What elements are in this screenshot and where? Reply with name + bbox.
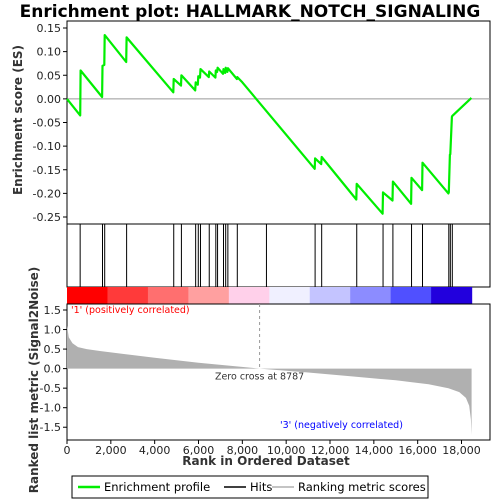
legend-box (71, 475, 429, 499)
metric-tick-label: 0.0 (44, 363, 62, 376)
color-bar-segment (107, 287, 149, 304)
legend: Enrichment profile Hits Ranking metric s… (71, 475, 429, 499)
es-axis-ticks: -0.25 -0.20 -0.15 -0.10 -0.05 0.00 0.05 0.10 0.1… (33, 22, 67, 224)
es-tick-label: 0.15 (37, 22, 62, 35)
hits-panel-frame (66, 223, 491, 288)
rank-tick-label: 6,000 (183, 444, 215, 457)
rank-tick-label: 10,000 (267, 444, 306, 457)
hits-panel (66, 223, 491, 288)
legend-label-enrichment-profile: Enrichment profile (104, 480, 210, 494)
metric-axis-ticks: -1.5 -1.0 -0.5 0.0 0.5 1.0 1.5 (40, 304, 67, 434)
color-bar-segment (350, 287, 392, 304)
rank-tick-label: 18,000 (442, 444, 481, 457)
legend-label-ranking-metric: Ranking metric scores (298, 480, 426, 494)
zero-cross-label: Zero cross at 8787 (215, 372, 304, 383)
legend-label-hits: Hits (250, 480, 272, 494)
rank-tick-label: 12,000 (311, 444, 350, 457)
metric-tick-label: 0.5 (44, 343, 62, 356)
rank-tick-label: 14,000 (355, 444, 394, 457)
metric-tick-label: -1.0 (40, 402, 61, 415)
enrichment-panel-frame (66, 20, 491, 225)
color-bar-segment (390, 287, 432, 304)
color-bar-segment (309, 287, 351, 304)
metric-tick-label: 1.0 (44, 324, 62, 337)
positive-correlation-label: '1' (positively correlated) (71, 305, 190, 316)
hit-markers (79, 224, 453, 287)
rank-tick-label: 4,000 (139, 444, 171, 457)
rank-tick-label: 8,000 (227, 444, 259, 457)
color-bar-segment (269, 287, 311, 304)
rank-color-bar (67, 287, 473, 304)
metric-tick-label: -1.5 (40, 421, 61, 434)
color-bar-segment (147, 287, 189, 304)
rank-axis-label: Rank in Ordered Dataset (182, 454, 350, 468)
enrichment-panel: -0.25 -0.20 -0.15 -0.10 -0.05 0.00 0.05 0.10 0.1… (11, 20, 491, 225)
ranked-metric-panel: -1.5 -1.0 -0.5 0.0 0.5 1.0 1.5 0 2,000 4,000 6,00… (27, 267, 491, 494)
es-tick-label: -0.10 (33, 140, 61, 153)
es-tick-label: 0.10 (37, 46, 62, 59)
metric-axis-label: Ranked list metric (Signal2Noise) (27, 267, 41, 494)
color-bar-segment (188, 287, 230, 304)
es-tick-label: -0.15 (33, 164, 61, 177)
color-bar-segment (228, 287, 270, 304)
es-tick-label: -0.20 (33, 187, 61, 200)
ranked-metric-panel-frame (66, 303, 491, 441)
es-tick-label: 0.00 (37, 93, 62, 106)
es-axis-label: Enrichment score (ES) (11, 45, 25, 195)
rank-tick-label: 2,000 (95, 444, 127, 457)
metric-tick-label: -0.5 (40, 382, 61, 395)
rank-tick-label: 16,000 (398, 444, 437, 457)
rank-axis-ticks: 0 2,000 4,000 6,000 8,000 10,000 12,000 14,000 1… (64, 440, 481, 457)
es-tick-label: -0.25 (33, 211, 61, 224)
es-tick-label: 0.05 (37, 69, 62, 82)
enrichment-profile-line (66, 33, 473, 215)
color-bar-segment (431, 287, 473, 304)
negative-correlation-label: '3' (negatively correlated) (280, 420, 403, 431)
chart-title: Enrichment plot: HALLMARK_NOTCH_SIGNALIN… (20, 2, 481, 22)
color-bar-segment (67, 287, 109, 304)
es-tick-label: -0.05 (33, 117, 61, 130)
rank-tick-label: 0 (64, 444, 71, 457)
metric-tick-label: 1.5 (44, 304, 62, 317)
